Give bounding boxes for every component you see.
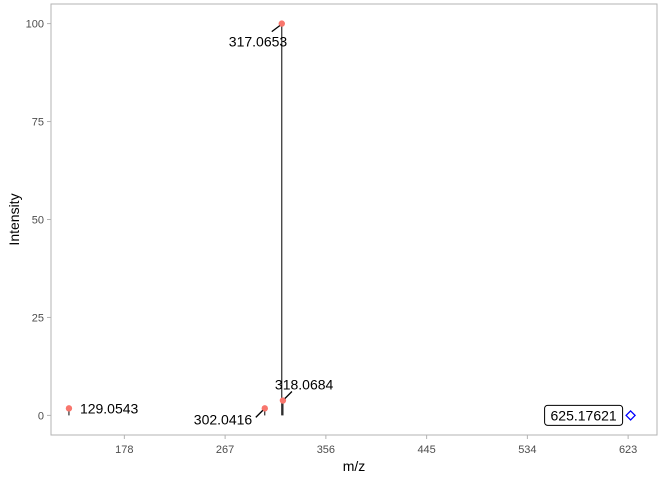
y-tick-label: 0 [38,410,44,422]
y-axis-title: Intensity [6,193,22,245]
x-tick-label: 623 [619,444,637,456]
peak-point [279,397,287,404]
y-tick-label: 75 [32,117,44,129]
peak-label-leader [271,25,281,33]
y-tick-label: 50 [32,215,44,227]
peak-labels: 129.0543 302.0416 317.0653 318.0684 [80,25,334,427]
precursor-label: 625.17621 [551,407,617,423]
peak-label-leader [255,409,264,418]
x-tick-label: 356 [317,444,335,456]
y-tick-label: 25 [32,312,44,324]
x-axis: 178 267 356 445 534 623 [115,435,637,456]
precursor-label-box [544,404,624,426]
x-tick-label: 534 [518,444,536,456]
peak-point [65,405,73,412]
precursor-annotation: 625.17621 [544,404,637,426]
peak-label: 317.0653 [229,34,288,50]
y-tick-label: 100 [26,19,44,31]
peak-label: 318.0684 [275,377,334,393]
peak-label: 302.0416 [194,411,253,427]
x-tick-label: 178 [115,444,133,456]
precursor-diamond-marker [625,409,637,421]
x-tick-label: 445 [417,444,435,456]
x-tick-label: 267 [216,444,234,456]
peak-label-leader [284,391,293,399]
x-axis-title: m/z [343,458,366,474]
peak-point [278,20,285,27]
y-axis: 0 25 50 75 100 [26,19,51,422]
peak-points [65,20,287,412]
peak-label: 129.0543 [80,400,139,416]
peak-point [261,405,268,412]
